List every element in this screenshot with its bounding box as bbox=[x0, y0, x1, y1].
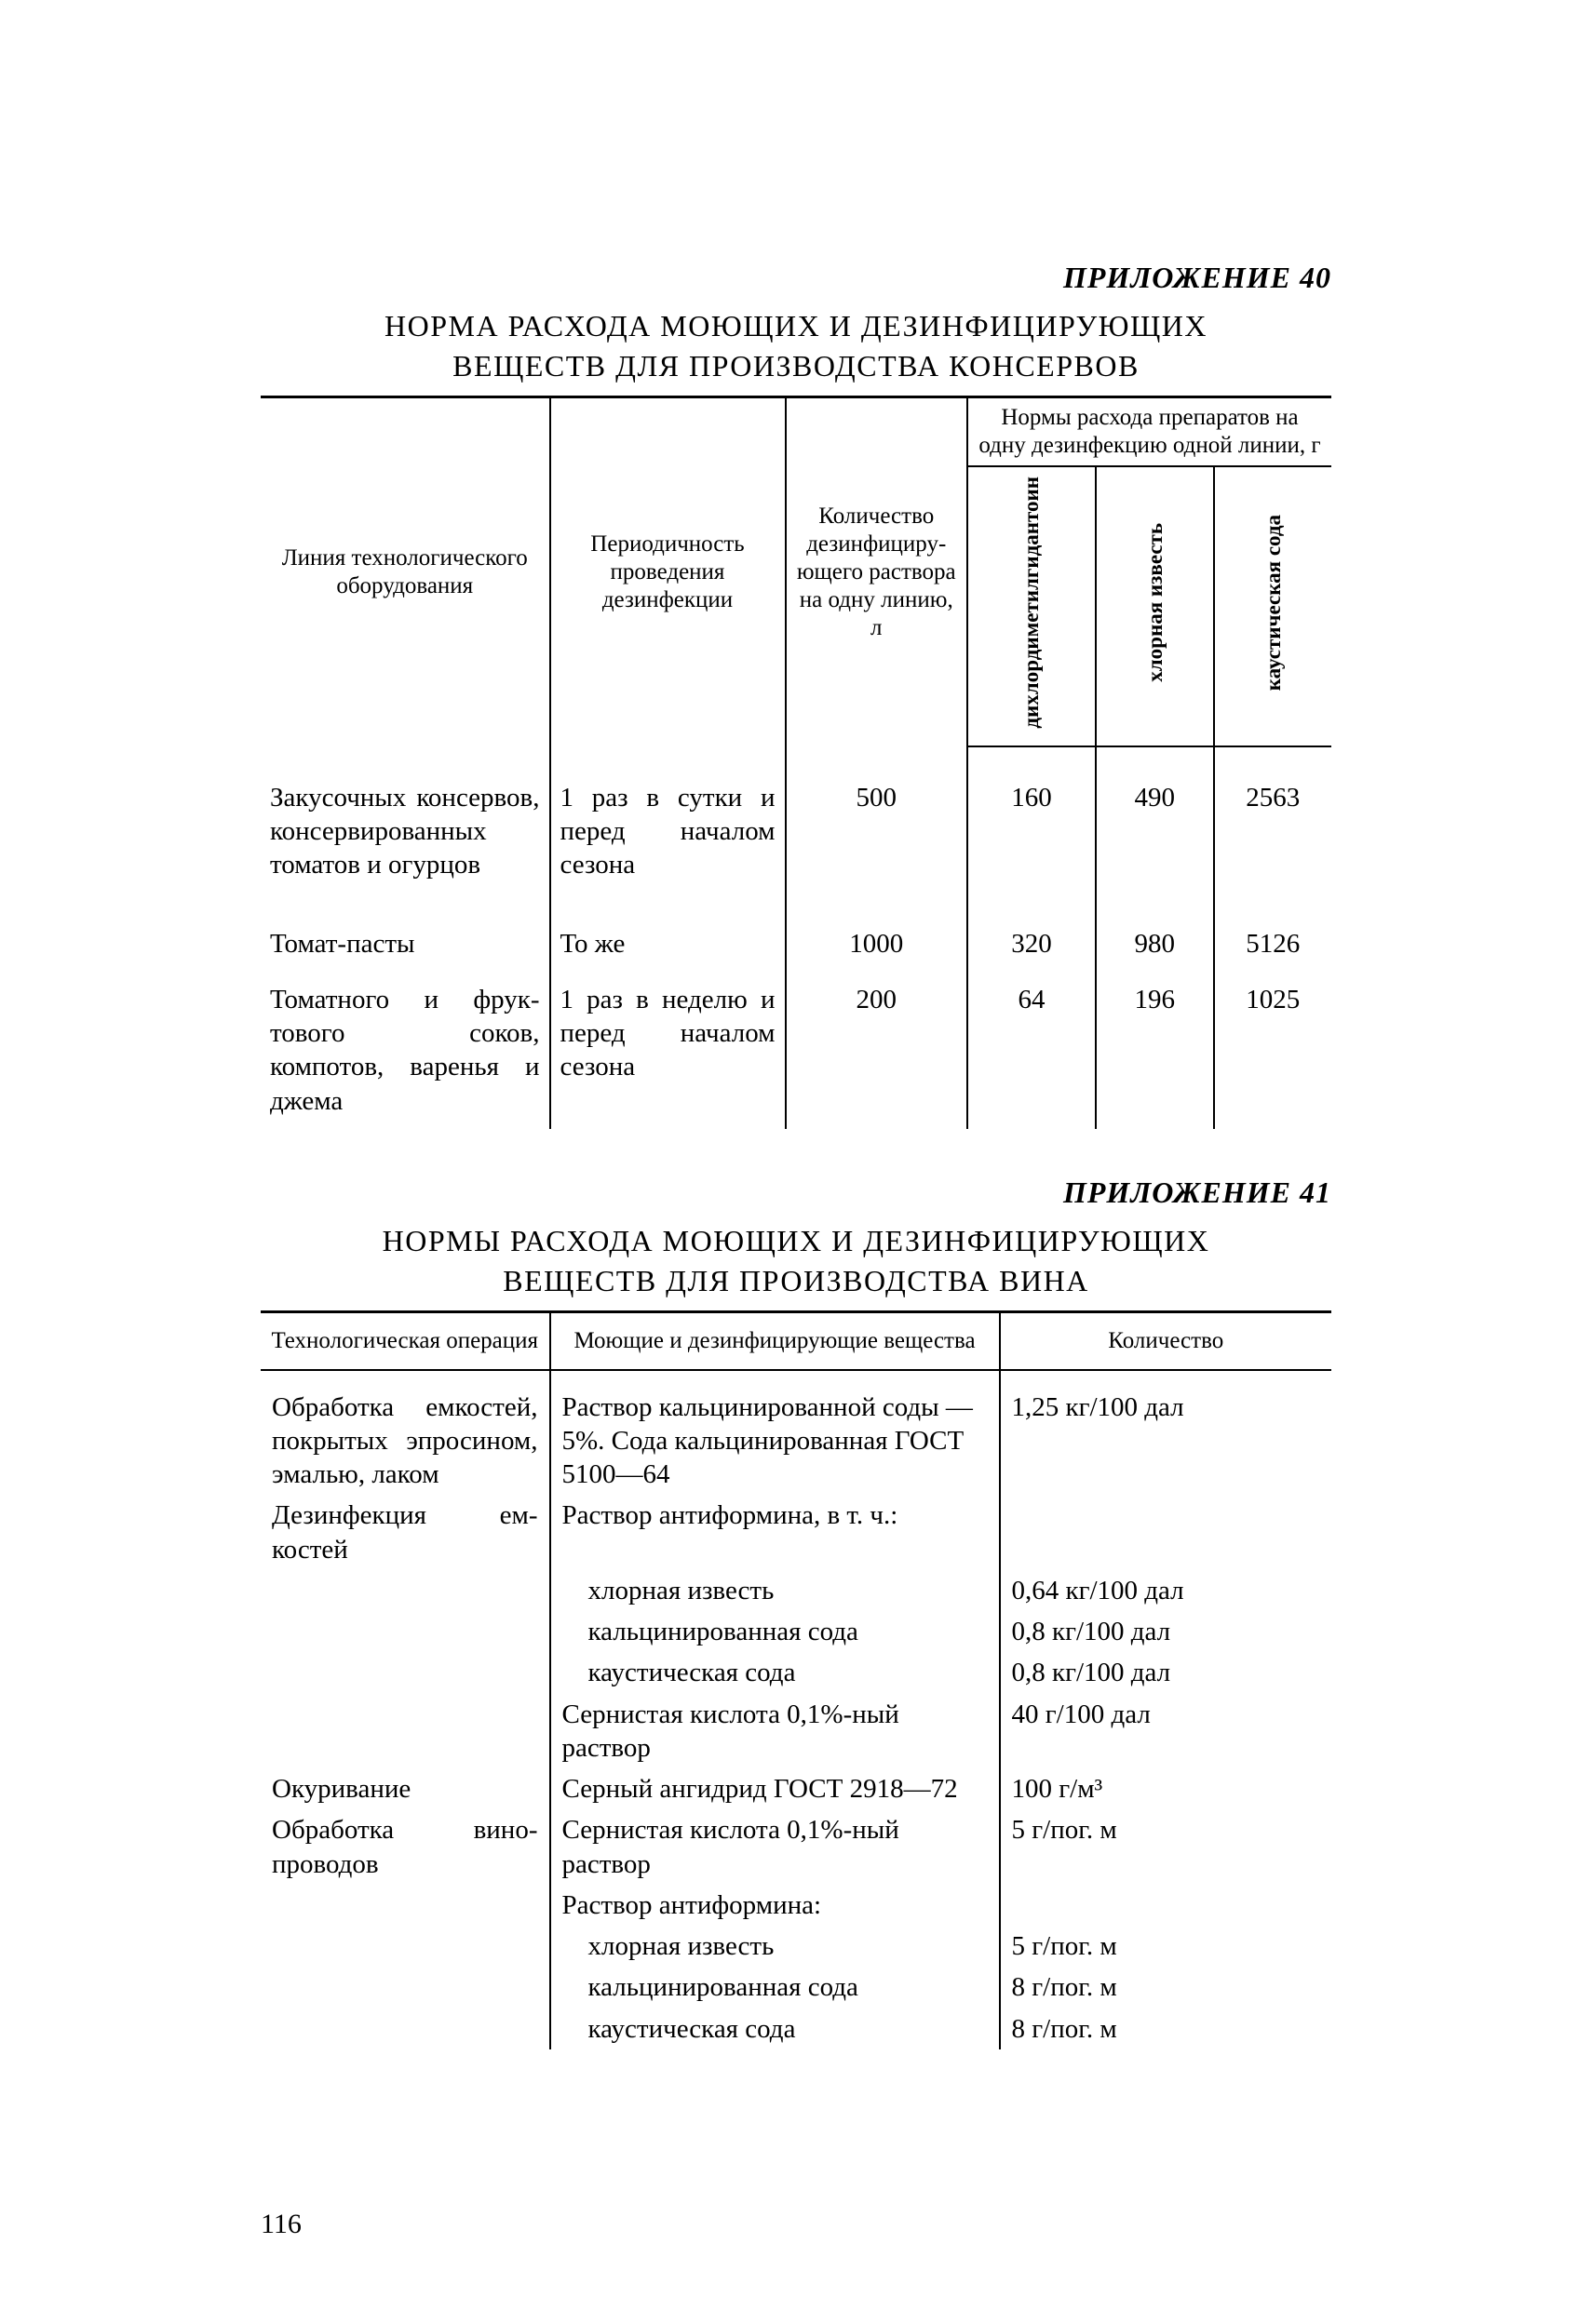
table-row: хлорная известь5 г/пог. м bbox=[261, 1926, 1331, 1967]
t2-cell bbox=[1000, 1495, 1332, 1570]
t2-cell: 0,8 кг/100 дал bbox=[1000, 1611, 1332, 1652]
table-row: Раствор антиформина: bbox=[261, 1885, 1331, 1926]
title-41: НОРМЫ РАСХОДА МОЮЩИХ И ДЕЗИНФИЦИРУЮЩИХ В… bbox=[261, 1221, 1331, 1301]
t1-h-norms: Нормы расхода препа­ратов на одну дезин­… bbox=[967, 397, 1331, 467]
t2-cell: 0,8 кг/100 дал bbox=[1000, 1652, 1332, 1693]
table-row: хлорная известь0,64 кг/100 дал bbox=[261, 1570, 1331, 1611]
t1-cell: 1 раз в сутки и перед нача­лом сезона bbox=[550, 770, 786, 893]
t2-cell: 0,64 кг/100 дал bbox=[1000, 1570, 1332, 1611]
title-40-line2: ВЕЩЕСТВ ДЛЯ ПРОИЗВОДСТВА КОНСЕРВОВ bbox=[452, 349, 1140, 383]
table-row: Закусочных консер­вов, консервиро­ванных… bbox=[261, 770, 1331, 893]
annex-41-label: ПРИЛОЖЕНИЕ 41 bbox=[261, 1175, 1331, 1210]
t2-cell: 100 г/м³ bbox=[1000, 1768, 1332, 1809]
t2-cell: Раствор кальцинированной соды — 5%. Сода… bbox=[550, 1387, 1000, 1496]
t1-cell: 5126 bbox=[1214, 916, 1332, 972]
t2-cell: Серный ангидрид ГОСТ 2918—72 bbox=[550, 1768, 1000, 1809]
t1-cell: Закусочных консер­вов, консервиро­ванных… bbox=[261, 770, 550, 893]
t2-cell: 5 г/пог. м bbox=[1000, 1926, 1332, 1967]
t2-cell: каустическая сода bbox=[550, 1652, 1000, 1693]
t1-cell: 980 bbox=[1096, 916, 1214, 972]
t2-cell bbox=[261, 1926, 550, 1967]
t2-cell: Сернистая кислота 0,1%-ный раствор bbox=[550, 1809, 1000, 1885]
t1-cell: 160 bbox=[967, 770, 1096, 893]
t2-cell bbox=[261, 1652, 550, 1693]
t1-cell: 2563 bbox=[1214, 770, 1332, 893]
t2-cell bbox=[261, 1967, 550, 2008]
table-row: Дезинфекция ем­костейРаствор антиформина… bbox=[261, 1495, 1331, 1570]
table-row: ОкуриваниеСерный ангидрид ГОСТ 2918—7210… bbox=[261, 1768, 1331, 1809]
t1-h-v3: каустическая сода bbox=[1214, 466, 1332, 746]
t2-cell: кальцинированная сода bbox=[550, 1967, 1000, 2008]
t2-cell: хлорная известь bbox=[550, 1570, 1000, 1611]
t2-cell bbox=[261, 1694, 550, 1769]
t2-h1: Технологическая операция bbox=[261, 1312, 550, 1370]
t2-cell: Дезинфекция ем­костей bbox=[261, 1495, 550, 1570]
t2-cell bbox=[261, 1570, 550, 1611]
t1-cell: 196 bbox=[1096, 972, 1214, 1129]
t1-h-period: Периодичность проведения дезинфекции bbox=[550, 397, 786, 746]
t2-cell bbox=[261, 2008, 550, 2049]
t1-h-line: Линия технологического оборудования bbox=[261, 397, 550, 746]
t2-cell: 5 г/пог. м bbox=[1000, 1809, 1332, 1885]
t1-cell: Томатного и фрук­тового соков, компотов,… bbox=[261, 972, 550, 1129]
t2-cell: каустическая сода bbox=[550, 2008, 1000, 2049]
t1-h-v2: хлорная известь bbox=[1096, 466, 1214, 746]
t2-cell: 8 г/пог. м bbox=[1000, 1967, 1332, 2008]
annex-40-label: ПРИЛОЖЕНИЕ 40 bbox=[261, 261, 1331, 295]
t1-h-qty: Количество дезинфициру­ющего раствора на… bbox=[786, 397, 968, 746]
table-row: кальцинированная сода0,8 кг/100 дал bbox=[261, 1611, 1331, 1652]
t2-cell: 1,25 кг/100 дал bbox=[1000, 1387, 1332, 1496]
t2-cell: Обработка вино­проводов bbox=[261, 1809, 550, 1885]
t1-cell: То же bbox=[550, 916, 786, 972]
t1-cell: 500 bbox=[786, 770, 968, 893]
table-row: Томатного и фрук­тового соков, компотов,… bbox=[261, 972, 1331, 1129]
title-40-line1: НОРМА РАСХОДА МОЮЩИХ И ДЕЗИНФИЦИРУЮЩИХ bbox=[385, 309, 1207, 343]
table-row: кальцинированная сода8 г/пог. м bbox=[261, 1967, 1331, 2008]
table-row: Обработка емко­стей, покрытых эпросином,… bbox=[261, 1387, 1331, 1496]
t2-cell: Раствор антиформина, в т. ч.: bbox=[550, 1495, 1000, 1570]
t1-cell: 1000 bbox=[786, 916, 968, 972]
table-row: каустическая сода8 г/пог. м bbox=[261, 2008, 1331, 2049]
consumption-table-40: Линия технологического оборудования Пери… bbox=[261, 396, 1331, 1129]
t2-cell: 40 г/100 дал bbox=[1000, 1694, 1332, 1769]
t2-cell bbox=[261, 1611, 550, 1652]
title-40: НОРМА РАСХОДА МОЮЩИХ И ДЕЗИНФИЦИРУЮЩИХ В… bbox=[261, 306, 1331, 386]
t2-cell bbox=[1000, 1885, 1332, 1926]
t1-cell: 320 bbox=[967, 916, 1096, 972]
t1-cell: Томат-пасты bbox=[261, 916, 550, 972]
t1-cell: 1 раз в неде­лю и перед на­чалом сезона bbox=[550, 972, 786, 1129]
table-row: Обработка вино­проводовСернистая кислота… bbox=[261, 1809, 1331, 1885]
t2-cell: хлорная известь bbox=[550, 1926, 1000, 1967]
table-row: каустическая сода0,8 кг/100 дал bbox=[261, 1652, 1331, 1693]
consumption-table-41: Технологическая операция Моющие и дезинф… bbox=[261, 1310, 1331, 2049]
page-number: 116 bbox=[261, 2209, 302, 2240]
t2-cell: Окуривание bbox=[261, 1768, 550, 1809]
table-row: Томат-пасты То же 1000 320 980 5126 bbox=[261, 916, 1331, 972]
t1-cell: 200 bbox=[786, 972, 968, 1129]
t1-cell: 1025 bbox=[1214, 972, 1332, 1129]
t2-cell bbox=[261, 1885, 550, 1926]
t1-h-v1: дихлордиме­тилгидантоин bbox=[967, 466, 1096, 746]
title-41-line1: НОРМЫ РАСХОДА МОЮЩИХ И ДЕЗИНФИЦИРУЮЩИХ bbox=[383, 1224, 1210, 1257]
t1-cell: 490 bbox=[1096, 770, 1214, 893]
t2-cell: 8 г/пог. м bbox=[1000, 2008, 1332, 2049]
t2-cell: кальцинированная сода bbox=[550, 1611, 1000, 1652]
t2-h3: Количество bbox=[1000, 1312, 1332, 1370]
table-row: Сернистая кислота 0,1%-ный раствор40 г/1… bbox=[261, 1694, 1331, 1769]
t2-h2: Моющие и дезинфицирующие вещества bbox=[550, 1312, 1000, 1370]
t1-cell: 64 bbox=[967, 972, 1096, 1129]
t2-cell: Сернистая кислота 0,1%-ный раствор bbox=[550, 1694, 1000, 1769]
title-41-line2: ВЕЩЕСТВ ДЛЯ ПРОИЗВОДСТВА ВИНА bbox=[503, 1264, 1089, 1297]
t2-cell: Раствор антиформина: bbox=[550, 1885, 1000, 1926]
t2-cell: Обработка емко­стей, покрытых эпросином,… bbox=[261, 1387, 550, 1496]
document-page: ПРИЛОЖЕНИЕ 40 НОРМА РАСХОДА МОЮЩИХ И ДЕЗ… bbox=[0, 0, 1592, 2324]
